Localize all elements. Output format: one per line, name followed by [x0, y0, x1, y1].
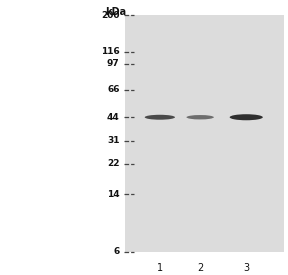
- Text: kDa: kDa: [105, 7, 126, 17]
- Text: 97: 97: [107, 59, 120, 68]
- Text: 2: 2: [197, 263, 203, 273]
- Bar: [125, 15, 284, 252]
- Ellipse shape: [187, 115, 214, 119]
- Text: 31: 31: [107, 136, 120, 145]
- Text: 66: 66: [107, 86, 120, 94]
- Text: 116: 116: [101, 47, 120, 56]
- Text: 3: 3: [243, 263, 249, 273]
- Ellipse shape: [230, 114, 263, 120]
- Text: 44: 44: [107, 113, 120, 122]
- Text: 14: 14: [107, 190, 120, 199]
- Text: 200: 200: [101, 11, 120, 20]
- Text: 6: 6: [113, 247, 120, 256]
- Ellipse shape: [145, 115, 175, 120]
- Text: 22: 22: [107, 160, 120, 169]
- Text: 1: 1: [157, 263, 163, 273]
